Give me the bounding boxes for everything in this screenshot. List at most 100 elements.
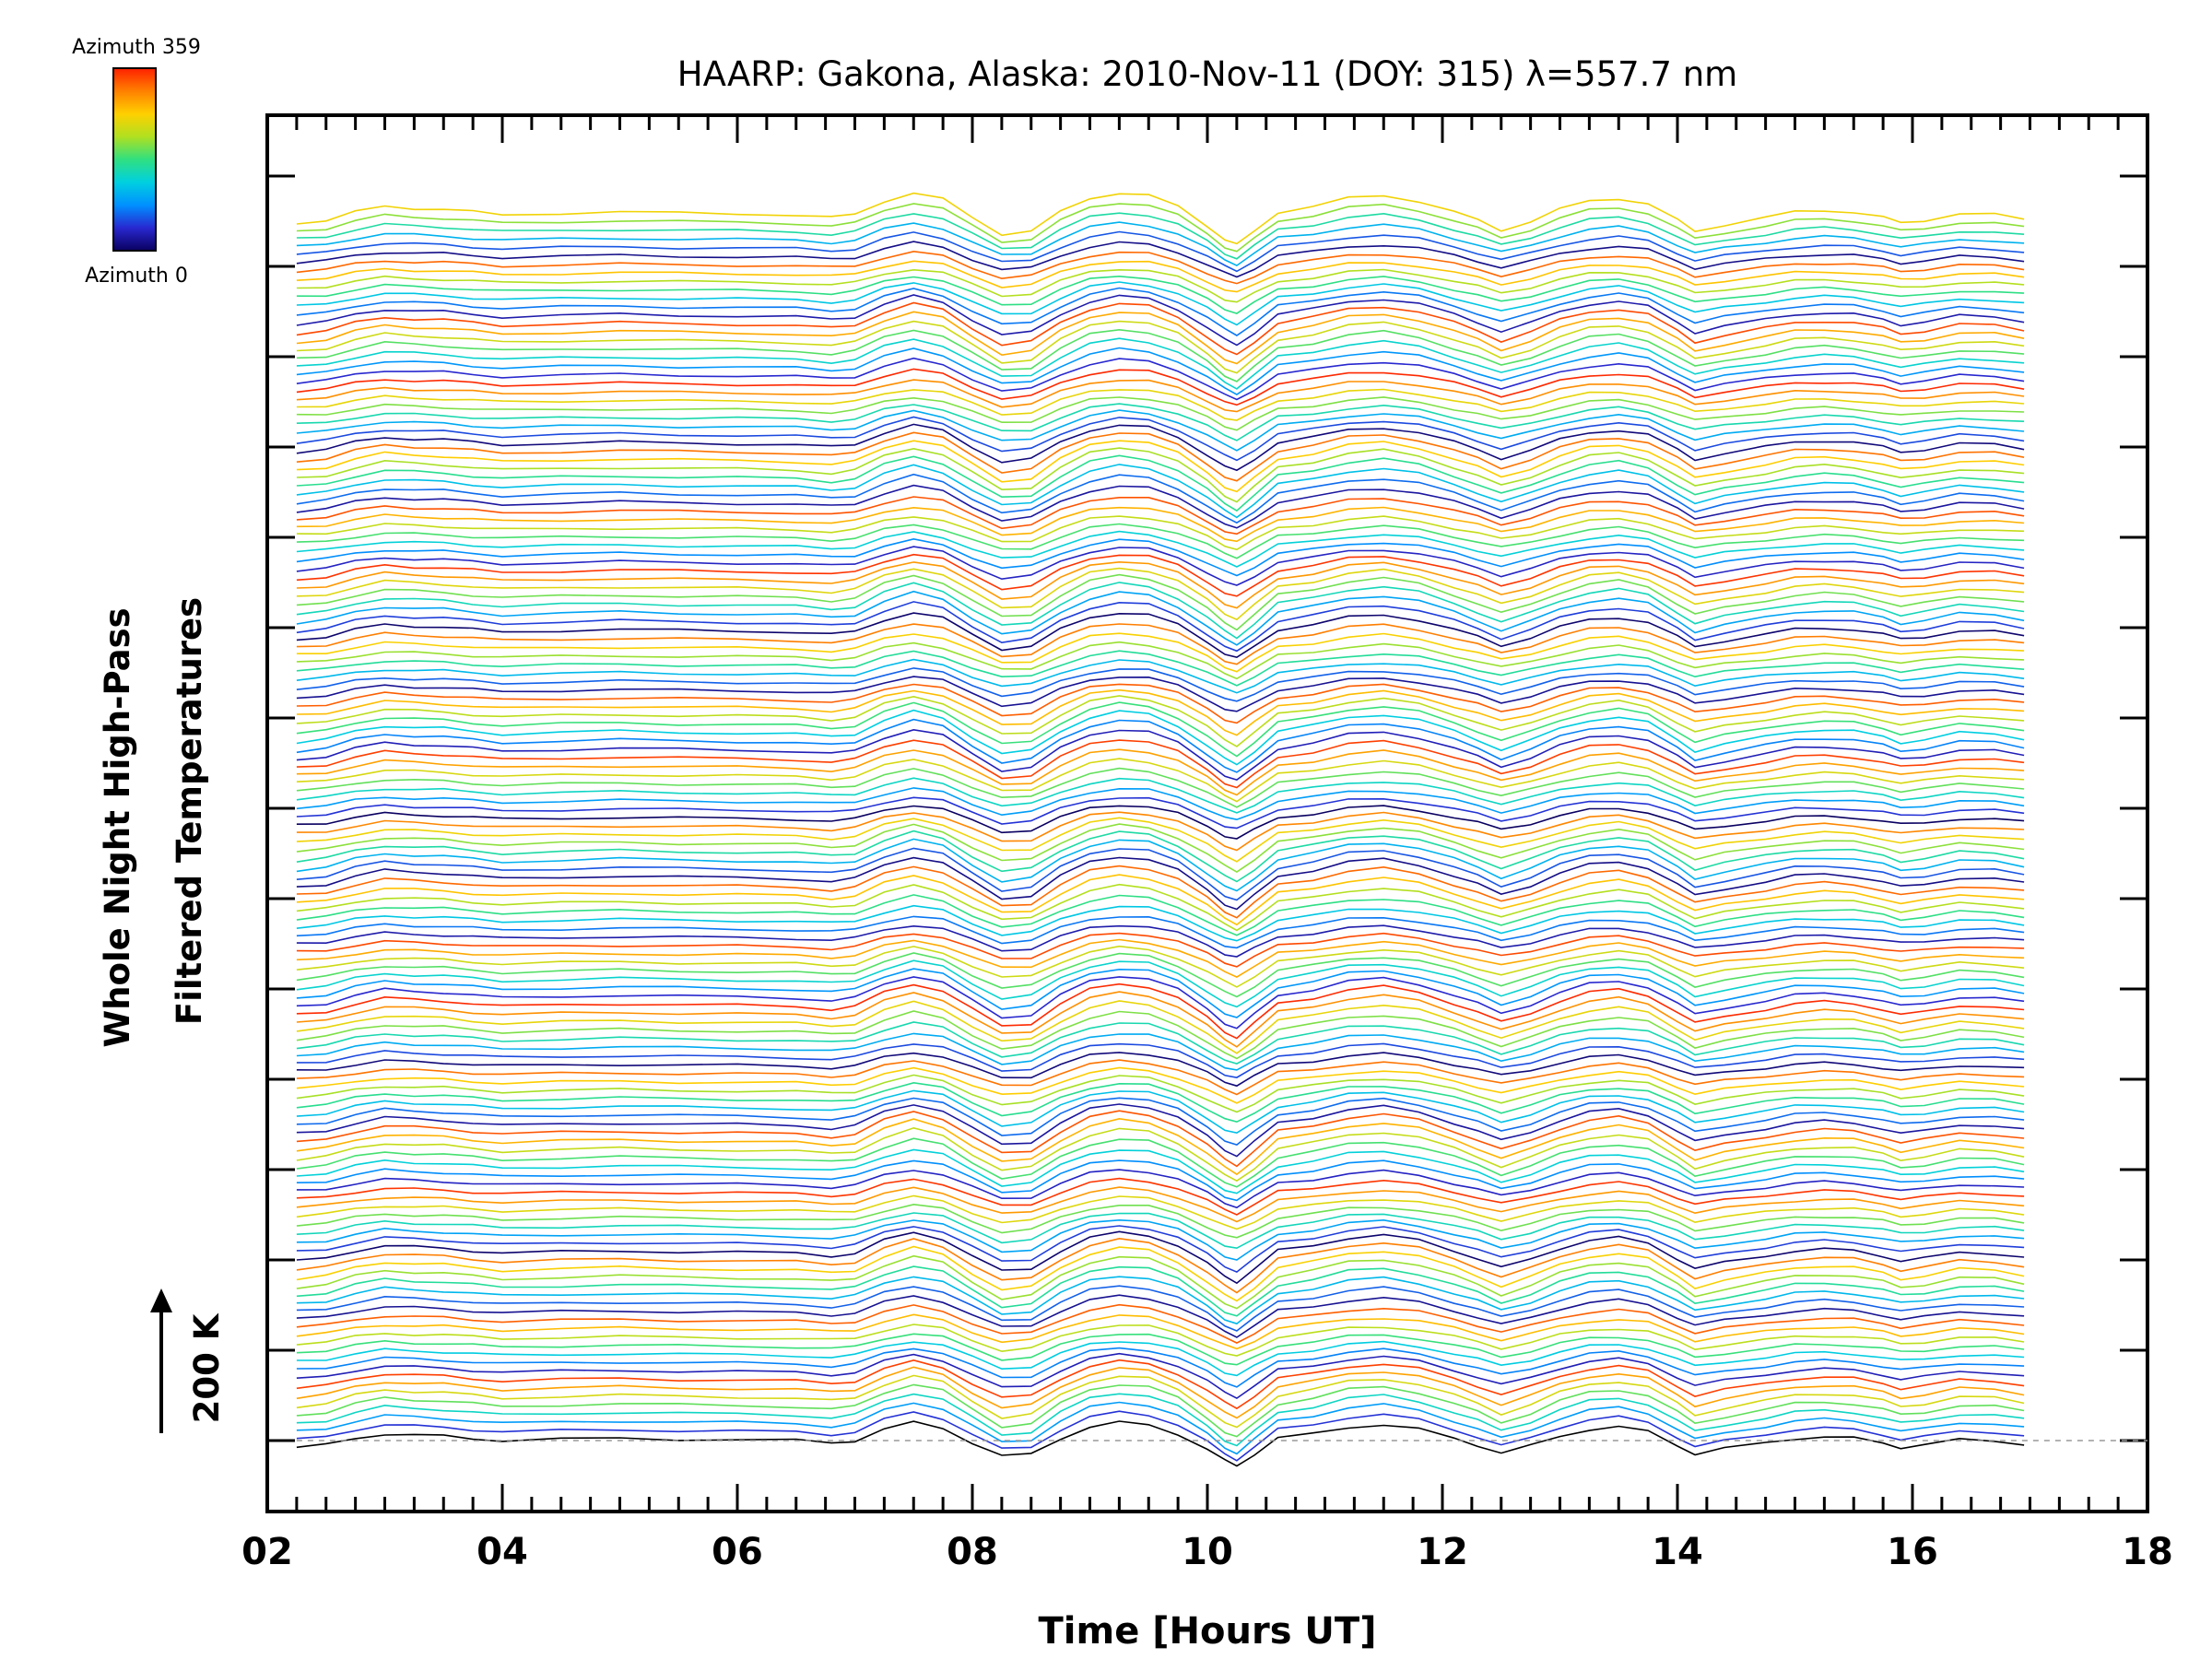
temperature-series-58 [296,932,2025,968]
temperature-series-105 [296,530,2025,568]
x-axis-label: Time [Hours UT] [1039,1610,1377,1653]
temperature-series-131 [296,301,2025,356]
temperature-series-18 [296,1265,2025,1317]
temperature-series-84 [296,701,2025,758]
x-tick-label-08: 08 [947,1531,998,1573]
temperature-series-51 [296,982,2025,1040]
temperature-series-80 [296,739,2025,789]
temperature-series-57 [296,938,2025,979]
temperature-series-77 [296,767,2025,808]
x-tick-label-04: 04 [477,1531,528,1573]
temperature-series-9 [296,1347,2025,1388]
temperature-series-0 [296,1420,2025,1467]
temperature-series-41 [296,1074,2025,1113]
temperature-series-71 [296,817,2025,863]
temperature-series-56 [296,945,2025,988]
temperature-series-116 [296,431,2025,482]
temperature-series-31 [296,1159,2025,1202]
temperature-series-111 [296,473,2025,524]
temperature-series-74 [296,796,2025,830]
temperature-series-26 [296,1203,2025,1239]
temperature-series-59 [296,924,2025,958]
temperature-series-73 [296,805,2025,840]
temperature-series-10 [296,1340,2025,1377]
y-axis-label-line1: Whole Night High-Pass [98,607,137,1047]
temperature-series-62 [296,894,2025,936]
temperature-series-43 [296,1059,2025,1096]
temperature-series-76 [296,777,2025,814]
temperature-series-88 [296,676,2025,712]
temperature-series-30 [296,1169,2025,1209]
temperature-series-114 [296,447,2025,503]
temperature-series-63 [296,883,2025,932]
x-tick-label-18: 18 [2122,1531,2173,1573]
temperature-series-106 [296,523,2025,559]
temperature-series-102 [296,553,2025,597]
temperature-series-121 [296,396,2025,431]
temperature-series-94 [296,623,2025,665]
temperature-series-50 [296,991,2025,1048]
temperature-series-98 [296,582,2025,640]
temperature-series-46 [296,1032,2025,1071]
temperature-series-132 [296,294,2025,347]
temperature-series-55 [296,952,2025,998]
temperature-series-136 [296,268,2025,303]
temperature-series-15 [296,1294,2025,1338]
temperature-series-17 [296,1276,2025,1325]
temperature-series-28 [296,1186,2025,1223]
temperature-series-6 [296,1366,2025,1419]
temperature-series-128 [296,328,2025,382]
scale-label: 200 K [187,1312,227,1423]
temperature-series-11 [296,1333,2025,1366]
temperature-series-42 [296,1066,2025,1104]
temperature-series-141 [296,221,2025,267]
temperature-series-135 [296,275,2025,314]
temperature-series-86 [296,688,2025,736]
y-axis-label-line2: Filtered Temperatures [170,597,209,1025]
temperature-series-48 [296,1010,2025,1060]
x-tick-label-12: 12 [1417,1531,1468,1573]
temperature-series-104 [296,537,2025,577]
temperature-series-65 [296,865,2025,919]
temperature-series-139 [296,241,2025,278]
x-tick-label-16: 16 [1887,1531,1938,1573]
temperature-series-13 [296,1313,2025,1350]
temperature-series-137 [296,260,2025,293]
temperature-series-143 [296,203,2025,253]
temperature-series-125 [296,357,2025,401]
temperature-series-32 [296,1148,2025,1194]
temperature-series-130 [296,311,2025,365]
temperature-series-109 [296,496,2025,535]
temperature-series-85 [296,695,2025,747]
temperature-series-142 [296,212,2025,260]
x-tick-label-06: 06 [712,1531,763,1573]
temperature-series-112 [296,464,2025,519]
temperature-series-21 [296,1237,2025,1294]
temperature-series-120 [296,403,2025,441]
temperature-series-129 [296,320,2025,374]
temperature-series-138 [296,250,2025,285]
temperature-series-49 [296,1000,2025,1054]
temperature-series-33 [296,1137,2025,1188]
temperature-series-66 [296,856,2025,911]
temperature-series-69 [296,830,2025,883]
temperature-series-37 [296,1103,2025,1158]
temperature-series-20 [296,1245,2025,1302]
temperature-series-140 [296,230,2025,273]
temperature-series-38 [296,1097,2025,1146]
temperature-series-68 [296,838,2025,892]
temperature-series-103 [296,546,2025,586]
temperature-series-123 [296,379,2025,413]
temperature-series-122 [296,388,2025,421]
temperature-series-119 [296,409,2025,452]
temperature-series-7 [296,1359,2025,1410]
axis-layer: 02 04 06 08 10 12 14 16 18 [241,115,2173,1573]
temperature-series-126 [296,347,2025,396]
temperature-series-47 [296,1021,2025,1065]
temperature-series-60 [296,915,2025,949]
temperature-series-97 [296,590,2025,646]
series-layer [296,192,2025,1467]
temperature-series-22 [296,1230,2025,1285]
temperature-series-36 [296,1110,2025,1168]
temperature-series-101 [296,560,2025,609]
